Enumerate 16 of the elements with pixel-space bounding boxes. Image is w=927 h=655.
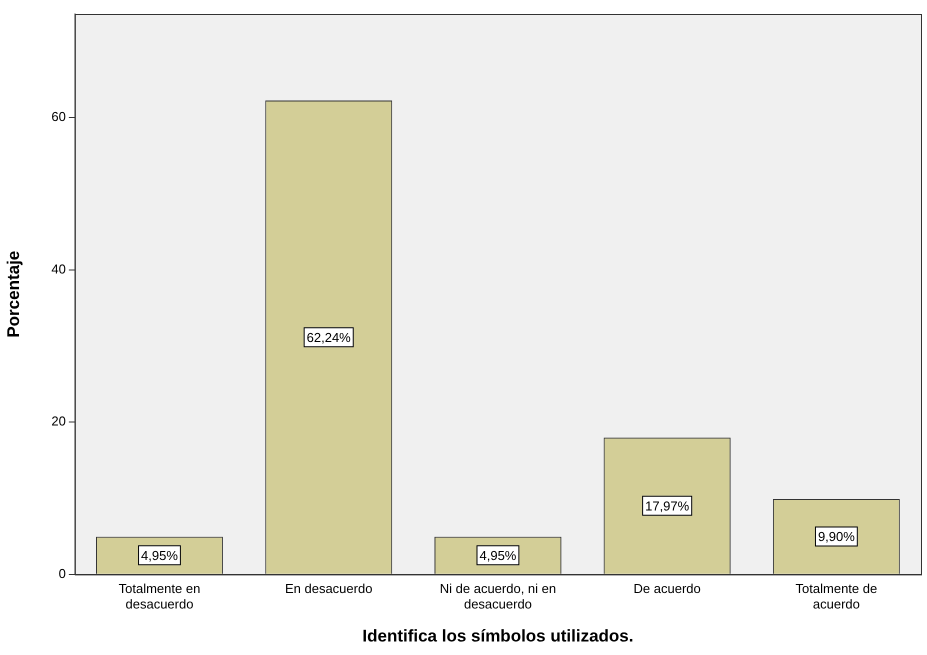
y-tick-label: 0 bbox=[58, 566, 66, 581]
x-tick-label: Totalmente en desacuerdo bbox=[118, 580, 200, 612]
data-label: 9,90% bbox=[818, 529, 856, 544]
data-label: 17,97% bbox=[645, 498, 690, 514]
x-tick-label: Totalmente de acuerdo bbox=[796, 580, 878, 612]
data-label: 4,95% bbox=[479, 548, 517, 563]
y-tick-label: 60 bbox=[51, 109, 66, 124]
data-label: 4,95% bbox=[141, 548, 178, 563]
x-tick-label: De acuerdo bbox=[634, 580, 701, 596]
y-axis-title: Porcentaje bbox=[4, 250, 23, 338]
y-tick-label: 20 bbox=[51, 414, 66, 429]
data-label: 62,24% bbox=[306, 330, 352, 345]
x-tick-label: Ni de acuerdo, ni en desacuerdo bbox=[440, 580, 556, 612]
y-tick-label: 40 bbox=[51, 261, 66, 276]
x-axis-title: Identifica los símbolos utilizados. bbox=[362, 626, 634, 646]
x-tick-label: En desacuerdo bbox=[284, 580, 372, 596]
